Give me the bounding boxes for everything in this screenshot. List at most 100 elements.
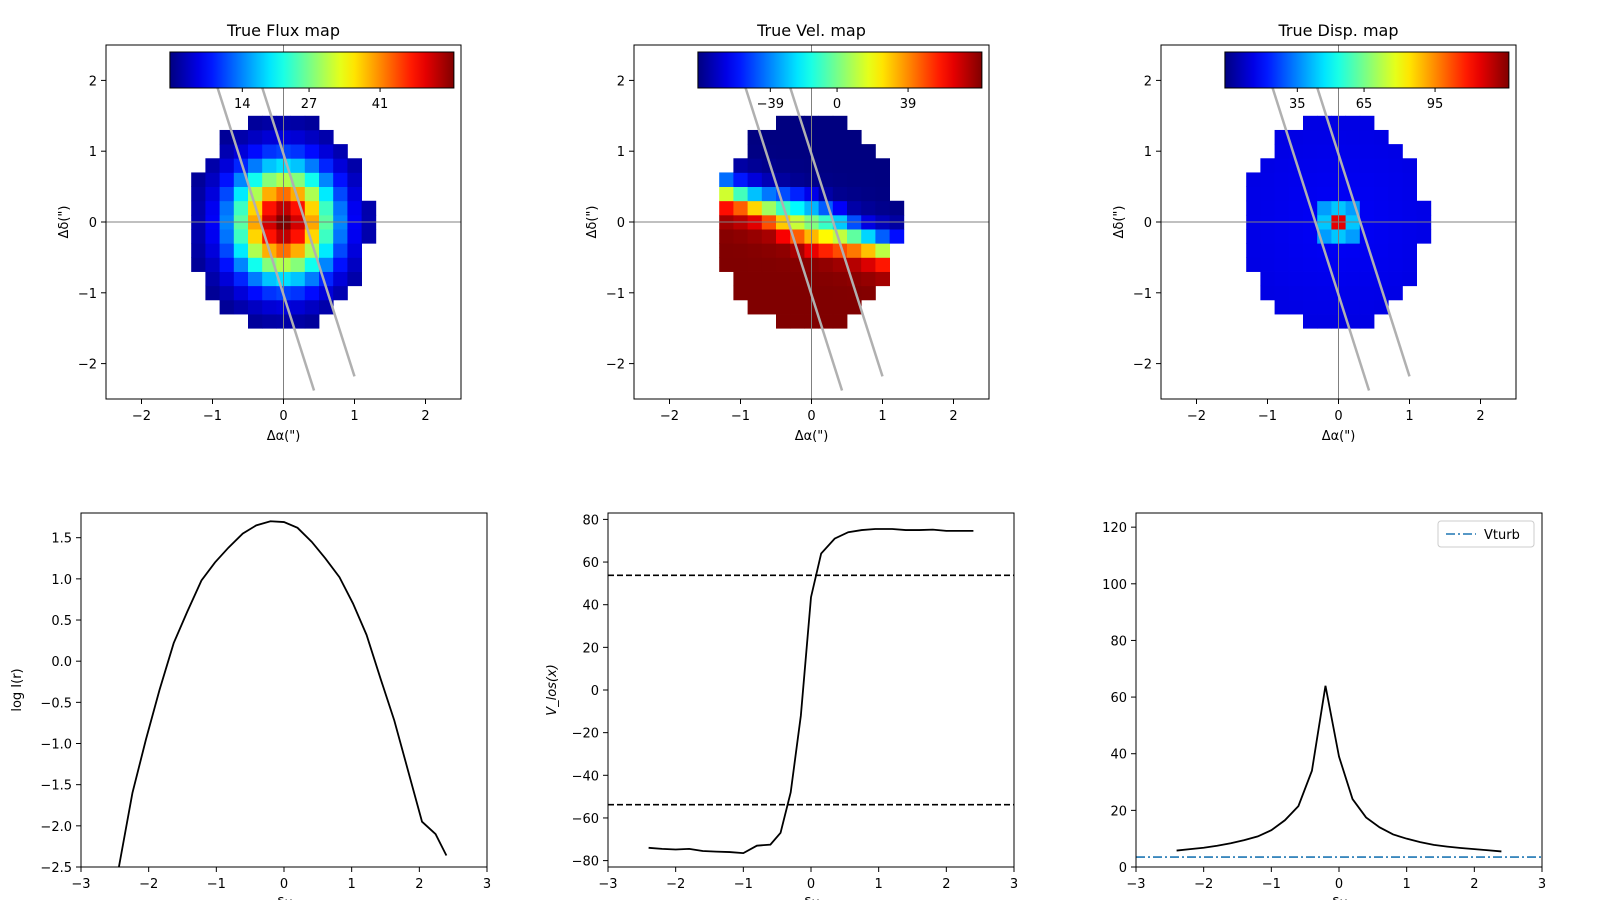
map0-pixel xyxy=(304,115,320,131)
map0-pixel xyxy=(205,186,220,202)
map1-pixel xyxy=(875,186,890,202)
map0-pixel xyxy=(347,172,362,187)
map0-pixel xyxy=(347,243,362,258)
map0-pixel xyxy=(219,229,235,244)
plot2-legend-box xyxy=(1437,520,1535,548)
plot0-series-line xyxy=(118,520,448,867)
map0-pixel xyxy=(205,285,220,301)
map0-pixel xyxy=(333,257,348,272)
plot1-ytick-label: 80 xyxy=(582,513,599,528)
map2-pixel xyxy=(1274,243,1290,258)
map0-pixel xyxy=(319,186,334,202)
map2-pixel xyxy=(1345,158,1361,173)
map1-pixel xyxy=(875,257,890,272)
plot0-ytick-label: 0.0 xyxy=(51,655,72,670)
map0-pixel xyxy=(248,271,263,287)
map2-pixel xyxy=(1274,172,1290,187)
map1-slit-line xyxy=(744,87,844,391)
map2-pixel xyxy=(1317,158,1332,173)
map1-pixel xyxy=(861,229,876,244)
map0-pixel xyxy=(333,172,348,187)
map2-pixel xyxy=(1402,200,1417,216)
map0-pixel xyxy=(191,243,206,258)
plot2-xlabel: δx xyxy=(1331,896,1347,900)
map0-pixel xyxy=(219,243,235,258)
map1-pixel xyxy=(861,172,876,187)
map0-pixel xyxy=(233,299,249,315)
map2-pixel xyxy=(1288,200,1304,216)
map2-pixel xyxy=(1260,257,1275,272)
map0-colorbar-tick-label: 41 xyxy=(372,97,389,112)
map1-xtick-label: 1 xyxy=(878,409,886,424)
map1-pixel xyxy=(719,172,734,187)
map0-pixel xyxy=(347,271,362,287)
map0-xtick-label: 2 xyxy=(421,409,429,424)
map1-pixel xyxy=(832,158,848,173)
map1-pixel xyxy=(790,144,805,159)
map2-pixel xyxy=(1260,243,1275,258)
map0-pixel xyxy=(219,285,235,301)
plot1-ytick-label: 20 xyxy=(582,641,599,656)
map2-pixel xyxy=(1246,172,1261,187)
plot2-xtick-label: −3 xyxy=(1126,877,1145,892)
map2-pixel xyxy=(1260,271,1275,287)
map0-pixel xyxy=(304,144,320,159)
map2-xtick-label: −2 xyxy=(1187,409,1206,424)
map2-ytick-label: 0 xyxy=(1144,216,1152,231)
map0-pixel xyxy=(248,158,263,173)
map2-pixel xyxy=(1359,299,1375,315)
map1-pixel xyxy=(847,172,862,187)
map0-ytick-label: 2 xyxy=(89,74,97,89)
map2-colorbar xyxy=(1224,51,1510,89)
map1-pixel xyxy=(818,299,834,315)
plot1-ylabel: V_los(x) xyxy=(545,664,560,716)
map1-pixel xyxy=(832,129,848,145)
map2-xtick-label: 1 xyxy=(1405,409,1413,424)
map1-pixel xyxy=(747,186,763,202)
plot0-xlabel: δx xyxy=(276,896,292,900)
map2-pixel xyxy=(1388,158,1403,173)
plot2-ytick-label: 120 xyxy=(1102,521,1127,536)
map1-pixel xyxy=(875,271,890,287)
map0-pixel xyxy=(290,285,306,301)
map1-pixel xyxy=(747,172,763,187)
map0-pixel xyxy=(347,229,362,244)
map2-pixel xyxy=(1374,158,1389,173)
map0-pixel xyxy=(304,314,320,329)
map1-ytick-label: −1 xyxy=(606,287,625,302)
map0-pixel xyxy=(248,144,263,159)
map0-pixel xyxy=(290,158,306,173)
plot0-xtick-label: −1 xyxy=(207,877,226,892)
map0-pixel xyxy=(361,229,377,244)
map2-pixel xyxy=(1359,144,1375,159)
map1-pixel xyxy=(861,144,876,159)
map0-pixel xyxy=(233,200,249,216)
plot0-ytick-label: −2.5 xyxy=(40,861,72,876)
map2-pixel xyxy=(1402,172,1417,187)
map0-title: True Flux map xyxy=(226,21,340,40)
map1-pixel xyxy=(747,229,763,244)
map2-pixel xyxy=(1359,285,1375,301)
plot0-ylabel: log I(r) xyxy=(10,668,25,711)
plot1-ytick-label: −20 xyxy=(572,727,599,742)
map1-pixel xyxy=(747,299,763,315)
map2-pixel xyxy=(1359,200,1375,216)
map0-pixel xyxy=(219,271,235,287)
plot2-xtick-label: 2 xyxy=(1470,877,1478,892)
map2-pixel xyxy=(1359,271,1375,287)
map0-pixel xyxy=(262,285,277,301)
map2-pixel xyxy=(1402,158,1417,173)
map0-pixel xyxy=(219,172,235,187)
map1-pixel xyxy=(818,172,834,187)
map0-pixel xyxy=(333,158,348,173)
map1-pixel xyxy=(776,172,791,187)
map2-pixel xyxy=(1274,299,1290,315)
map2-pixel xyxy=(1359,115,1375,131)
map1-ytick-label: 1 xyxy=(617,145,625,160)
map2-xtick-label: 2 xyxy=(1476,409,1484,424)
map2-pixel xyxy=(1374,243,1389,258)
map1-pixel xyxy=(733,271,748,287)
plot2-axes-frame xyxy=(1135,512,1543,868)
map0-pixel xyxy=(304,299,320,315)
map0-pixel xyxy=(262,158,277,173)
